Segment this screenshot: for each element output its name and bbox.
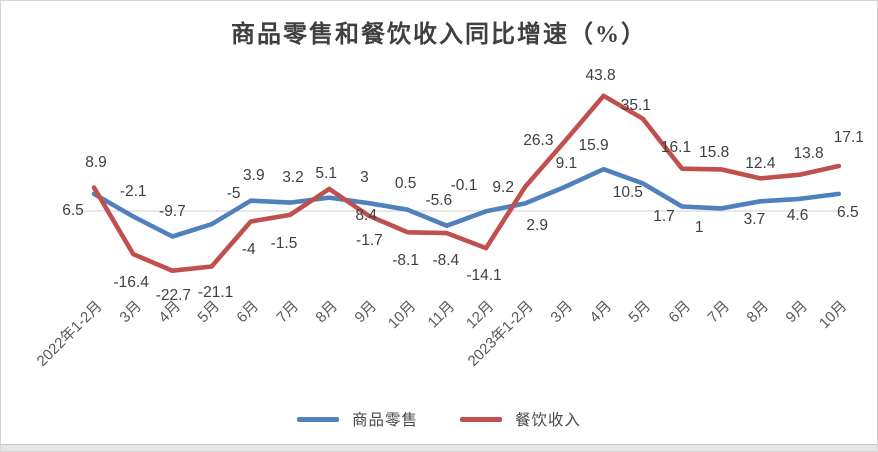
legend-item-retail: 商品零售 xyxy=(296,408,418,430)
legend-label: 餐饮收入 xyxy=(515,412,582,429)
data-label: 6.5 xyxy=(62,201,84,219)
data-label: 5.1 xyxy=(315,164,337,182)
data-label: 9.2 xyxy=(492,178,514,196)
data-label: 35.1 xyxy=(620,96,651,114)
data-label: -1.5 xyxy=(270,234,298,252)
data-label: 12.4 xyxy=(745,155,776,173)
data-label: 1.7 xyxy=(653,207,675,225)
data-label: 8.4 xyxy=(355,206,377,224)
legend-line-swatch xyxy=(296,416,339,422)
data-label: 15.9 xyxy=(578,137,609,155)
data-label: -14.1 xyxy=(466,267,502,285)
data-label: -1.7 xyxy=(356,232,383,250)
data-label: 9.1 xyxy=(555,155,578,173)
data-label: 0.5 xyxy=(394,174,417,192)
data-label: 17.1 xyxy=(833,129,864,147)
data-label: 6.5 xyxy=(837,203,859,221)
data-label: 2.9 xyxy=(526,217,548,235)
data-label: -5.6 xyxy=(425,191,453,209)
data-label: 16.1 xyxy=(660,138,692,156)
series-line-retail xyxy=(91,166,842,239)
data-label: -22.7 xyxy=(155,286,192,304)
data-label: 1 xyxy=(694,219,704,237)
data-label: 3.2 xyxy=(282,168,304,186)
data-label: 3 xyxy=(360,169,369,187)
data-label: 3.9 xyxy=(243,166,265,184)
data-label: -16.4 xyxy=(113,274,149,292)
data-label: -8.4 xyxy=(432,252,460,270)
data-label: -4 xyxy=(241,240,256,258)
data-label: 26.3 xyxy=(523,131,554,149)
data-label: -21.1 xyxy=(197,284,234,302)
data-label: 43.8 xyxy=(585,66,616,84)
legend-item-catering: 餐饮收入 xyxy=(460,408,581,430)
data-label: -9.7 xyxy=(159,202,186,220)
data-label: 4.6 xyxy=(786,206,809,224)
data-label: 13.8 xyxy=(793,144,824,162)
series-line-catering xyxy=(91,93,842,274)
data-label: -5 xyxy=(226,185,241,203)
data-label: 8.9 xyxy=(85,153,107,171)
legend: 商品零售 餐饮收入 xyxy=(1,408,877,430)
data-label: 3.7 xyxy=(743,211,766,229)
legend-label: 商品零售 xyxy=(351,412,418,429)
legend-line-swatch xyxy=(460,416,502,422)
chart-title: 商品零售和餐饮收入同比增速（%） xyxy=(231,22,647,48)
data-label: -8.1 xyxy=(392,252,419,270)
data-label: -0.1 xyxy=(450,177,478,195)
data-label: -2.1 xyxy=(119,182,147,200)
bottom-strip xyxy=(1,444,877,451)
data-label: 15.8 xyxy=(699,144,730,162)
data-label: 10.5 xyxy=(612,184,643,202)
